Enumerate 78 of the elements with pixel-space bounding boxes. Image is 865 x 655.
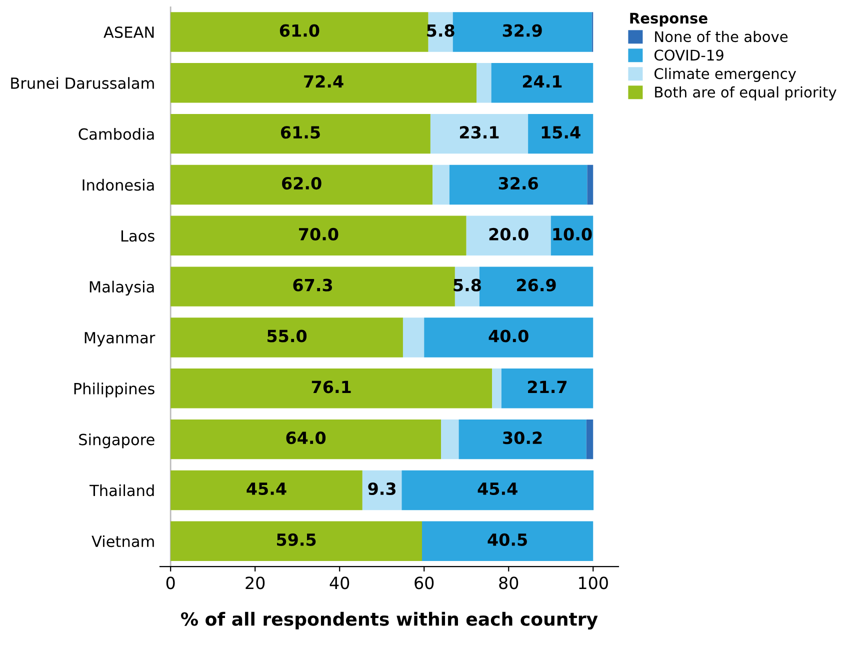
data-label: 45.4 [246,482,286,496]
data-label: 32.9 [502,24,542,37]
x-tick-label: 80 [499,576,518,590]
bar [430,114,528,154]
data-label: 10.0 [553,228,592,240]
bar [424,318,594,358]
y-tick-label: Laos [121,230,154,242]
x-tick-label: 0 [166,576,175,590]
x-tick-label: 100 [579,576,608,590]
bar [479,266,594,306]
data-label: 61.5 [280,126,320,139]
data-label: 26.9 [517,278,556,292]
y-tick-label: Myanmar [84,332,156,346]
bar [422,521,594,561]
data-label: 9.3 [368,482,396,496]
data-label: 62.0 [282,176,322,190]
bar [170,419,442,460]
bar [402,470,594,510]
bar [170,266,455,306]
bar [432,164,450,205]
data-label: 64.0 [286,432,326,444]
data-label: 40.5 [488,533,527,546]
legend-label: None of the above [655,30,788,42]
bar [452,12,592,52]
y-tick-label: Thailand [90,484,154,496]
bar [449,164,588,205]
x-tick-label: 60 [414,576,434,590]
x-axis-title: % of all respondents within each country [181,612,598,630]
bar [170,114,430,154]
y-tick-label: Indonesia [82,178,154,191]
bar [586,419,594,460]
data-label: 61.0 [280,24,320,37]
legend-label: Climate emergency [654,68,796,82]
x-tick-label: 40 [330,576,350,590]
bar [170,521,422,561]
bar [491,63,594,103]
x-tick-label: 20 [246,576,265,590]
bar [441,419,459,460]
bar [170,164,433,205]
data-label: 23.1 [460,126,499,139]
y-tick-label: Vietnam [92,535,154,548]
bar [402,318,424,358]
data-label: 55.0 [268,330,307,342]
bar [170,216,466,256]
data-label: 30.2 [503,432,542,444]
legend-label: Both are of equal priority [655,86,836,100]
y-tick-label: Malaysia [90,280,154,296]
legend-label: COVID-19 [654,50,724,61]
legend-title: Response [630,12,708,26]
bar [170,470,362,510]
y-tick-label: Philippines [74,382,154,398]
bar [170,368,492,408]
y-tick-label: Cambodia [78,128,154,140]
bar [476,63,492,103]
data-label: 45.4 [478,482,518,496]
data-label: 76.1 [312,380,351,394]
data-label: 67.3 [293,278,332,292]
y-tick-label: Brunei Darussalam [11,77,154,89]
bar [170,12,428,52]
data-label: 59.5 [277,533,316,546]
bar [501,368,594,408]
bar [458,419,586,460]
data-label: 72.4 [304,75,344,88]
bar [587,164,594,205]
y-tick-label: ASEAN [104,26,154,38]
bar [170,318,403,358]
bar [170,63,477,103]
data-label: 24.1 [522,75,562,88]
data-label: 40.0 [488,330,528,342]
data-label: 32.6 [498,176,538,190]
bar [492,368,502,408]
data-label: 70.0 [299,228,338,240]
data-label: 21.7 [528,380,567,393]
y-tick-label: Singapore [79,433,154,448]
bar [528,114,594,154]
data-label: 20.0 [489,228,528,240]
bar [466,216,551,256]
data-label: 15.4 [542,126,580,139]
